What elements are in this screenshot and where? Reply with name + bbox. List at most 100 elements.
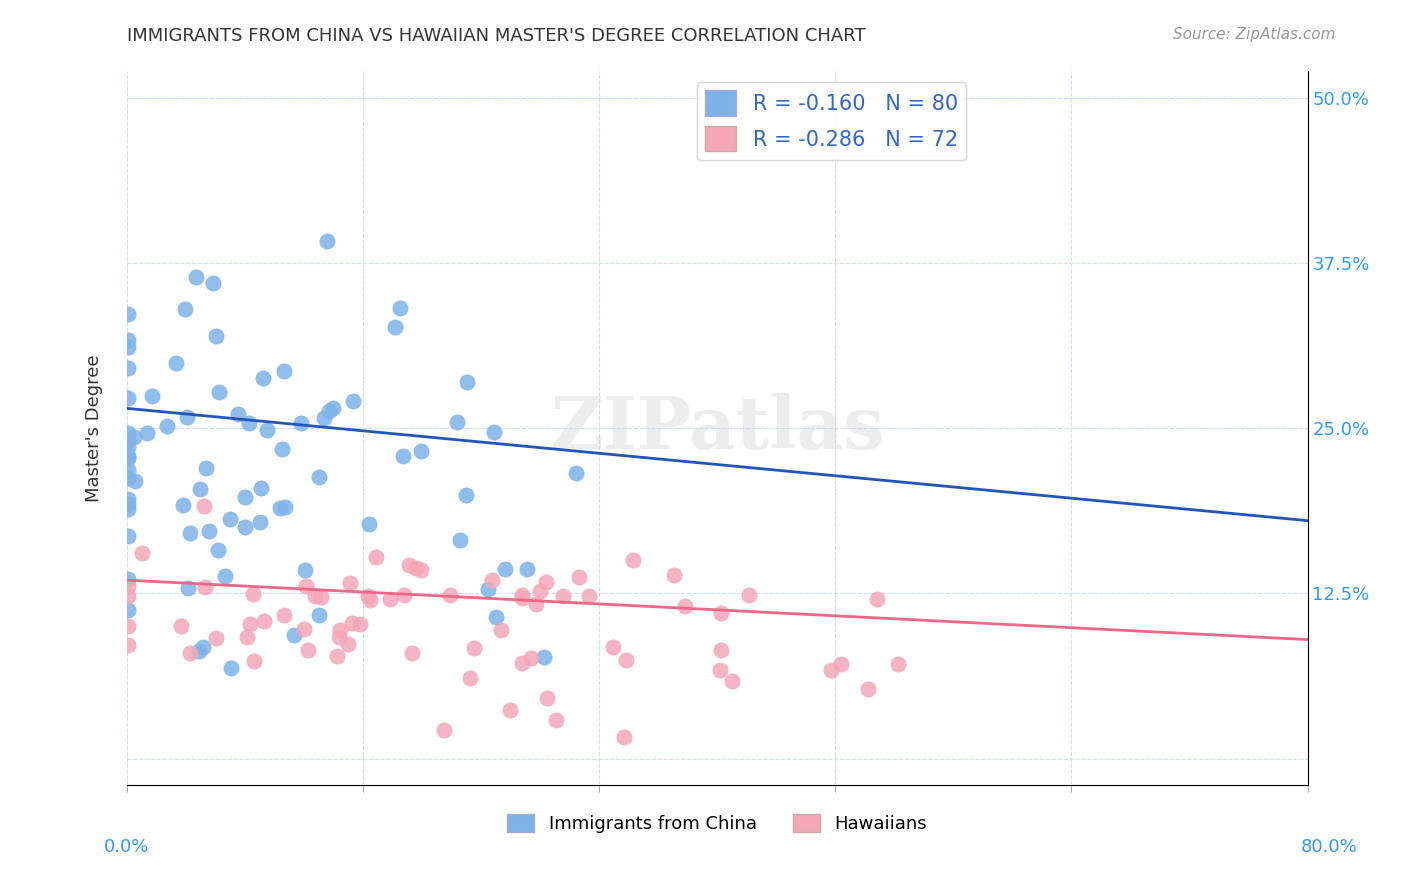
Point bbox=[409, 444, 432, 458]
Point bbox=[117, 589, 139, 603]
Point bbox=[499, 703, 522, 717]
Point bbox=[117, 341, 139, 355]
Point bbox=[865, 591, 887, 606]
Point bbox=[325, 648, 347, 663]
Point bbox=[249, 481, 271, 495]
Point bbox=[401, 647, 423, 661]
Point bbox=[243, 654, 266, 668]
Point bbox=[322, 401, 344, 415]
Point bbox=[242, 587, 264, 601]
Point bbox=[205, 329, 228, 343]
Point bbox=[173, 301, 195, 316]
Point bbox=[135, 426, 157, 441]
Point bbox=[458, 671, 481, 685]
Point bbox=[117, 308, 139, 322]
Point bbox=[710, 606, 733, 620]
Point bbox=[709, 663, 731, 677]
Point bbox=[536, 574, 558, 589]
Text: 0.0%: 0.0% bbox=[104, 838, 149, 856]
Point bbox=[342, 394, 364, 409]
Point bbox=[315, 234, 337, 248]
Point bbox=[214, 568, 236, 582]
Point bbox=[117, 579, 139, 593]
Point bbox=[117, 497, 139, 511]
Point bbox=[194, 580, 217, 594]
Point bbox=[456, 376, 478, 390]
Point bbox=[357, 516, 380, 531]
Point bbox=[433, 723, 456, 738]
Y-axis label: Master's Degree: Master's Degree bbox=[84, 354, 103, 502]
Point bbox=[357, 590, 380, 604]
Point bbox=[318, 404, 340, 418]
Point bbox=[477, 582, 499, 597]
Point bbox=[177, 581, 200, 595]
Text: Source: ZipAtlas.com: Source: ZipAtlas.com bbox=[1173, 27, 1336, 42]
Point bbox=[339, 575, 361, 590]
Point bbox=[233, 520, 256, 534]
Point bbox=[117, 449, 139, 463]
Point bbox=[193, 499, 215, 513]
Point bbox=[117, 391, 139, 405]
Point bbox=[491, 624, 513, 638]
Point bbox=[292, 622, 315, 636]
Point bbox=[614, 653, 637, 667]
Point bbox=[568, 570, 591, 584]
Point bbox=[122, 430, 145, 444]
Point bbox=[405, 561, 427, 575]
Point bbox=[392, 449, 415, 463]
Point bbox=[450, 533, 472, 548]
Point bbox=[117, 471, 139, 485]
Point bbox=[364, 550, 387, 565]
Point bbox=[239, 617, 262, 632]
Point bbox=[256, 423, 278, 437]
Point bbox=[117, 333, 139, 347]
Text: ZIPatlas: ZIPatlas bbox=[550, 392, 884, 464]
Point bbox=[311, 590, 333, 604]
Point bbox=[510, 588, 533, 602]
Point bbox=[283, 628, 305, 642]
Point bbox=[253, 614, 276, 628]
Legend: R = -0.160   N = 80, R = -0.286   N = 72: R = -0.160 N = 80, R = -0.286 N = 72 bbox=[697, 82, 966, 160]
Point bbox=[269, 501, 291, 516]
Point bbox=[481, 573, 503, 587]
Point bbox=[484, 425, 506, 439]
Point bbox=[172, 498, 194, 512]
Point bbox=[720, 673, 742, 688]
Point bbox=[510, 657, 533, 671]
Point bbox=[156, 418, 179, 433]
Point bbox=[304, 589, 326, 603]
Text: IMMIGRANTS FROM CHINA VS HAWAIIAN MASTER'S DEGREE CORRELATION CHART: IMMIGRANTS FROM CHINA VS HAWAIIAN MASTER… bbox=[127, 27, 865, 45]
Point bbox=[141, 389, 163, 403]
Point bbox=[294, 563, 316, 577]
Point bbox=[856, 681, 879, 696]
Point bbox=[553, 590, 575, 604]
Point bbox=[117, 603, 139, 617]
Point bbox=[117, 529, 139, 543]
Point bbox=[131, 546, 153, 560]
Point bbox=[484, 610, 506, 624]
Point bbox=[117, 491, 139, 506]
Point bbox=[524, 597, 547, 611]
Point bbox=[349, 616, 371, 631]
Point bbox=[516, 562, 538, 576]
Point bbox=[662, 568, 685, 582]
Point bbox=[273, 608, 295, 623]
Point bbox=[117, 361, 139, 376]
Point bbox=[675, 599, 697, 613]
Point bbox=[219, 660, 242, 674]
Point bbox=[238, 416, 260, 430]
Point bbox=[252, 370, 274, 384]
Point bbox=[179, 525, 201, 540]
Point bbox=[117, 572, 139, 586]
Point bbox=[602, 640, 624, 655]
Point bbox=[233, 490, 256, 504]
Point bbox=[392, 588, 415, 602]
Point bbox=[191, 640, 214, 655]
Point bbox=[117, 450, 139, 465]
Point bbox=[249, 515, 271, 529]
Point bbox=[219, 512, 242, 526]
Point bbox=[329, 623, 352, 637]
Point bbox=[274, 500, 297, 514]
Point bbox=[236, 630, 259, 644]
Point bbox=[738, 588, 761, 602]
